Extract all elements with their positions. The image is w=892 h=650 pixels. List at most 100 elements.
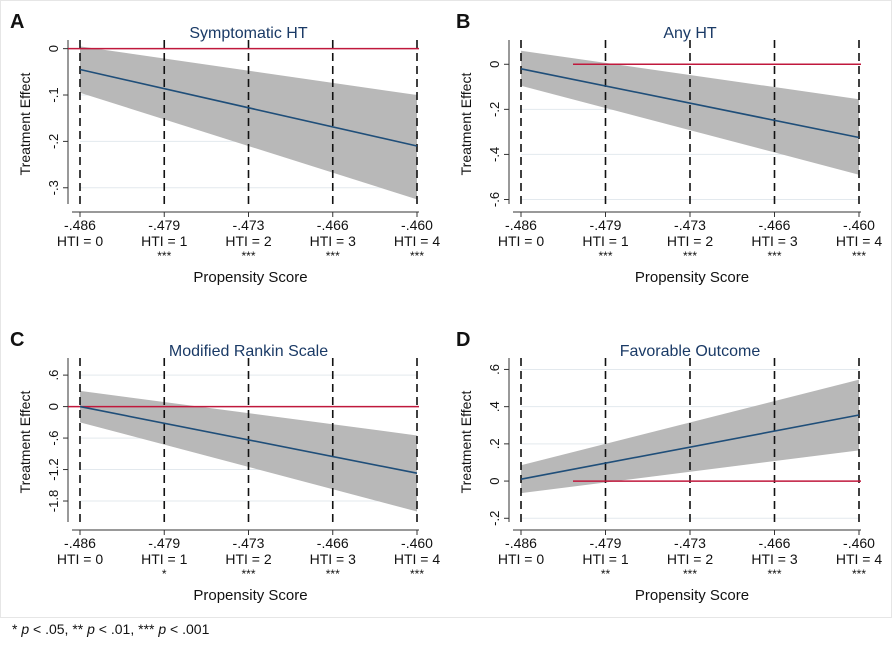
x-tick-sublabel: HTI = 0 xyxy=(57,233,104,249)
x-tick-label: -.479 xyxy=(590,535,622,551)
x-tick-sublabel: HTI = 1 xyxy=(582,233,629,249)
x-tick-sublabel: HTI = 3 xyxy=(751,551,798,567)
panel-letter: A xyxy=(10,11,24,33)
x-tick-label: -.486 xyxy=(64,535,96,551)
x-tick-label: -.479 xyxy=(148,217,180,233)
x-tick-sublabel: HTI = 4 xyxy=(836,233,883,249)
y-tick-label: 0 xyxy=(46,403,61,410)
y-tick-label: -1.2 xyxy=(46,458,61,480)
footnote-threshold-001: < .001 xyxy=(166,621,210,637)
x-tick-sublabel: HTI = 4 xyxy=(394,233,441,249)
significance-marker: *** xyxy=(157,249,171,263)
footnote-p-symbol: p xyxy=(87,621,95,637)
panel-letter: C xyxy=(10,329,24,351)
x-tick-sublabel: HTI = 3 xyxy=(751,233,798,249)
significance-marker: *** xyxy=(410,249,424,263)
x-tick-sublabel: HTI = 0 xyxy=(498,551,545,567)
x-tick-label: -.460 xyxy=(843,535,875,551)
panel-title: Modified Rankin Scale xyxy=(169,343,328,360)
x-tick-sublabel: HTI = 4 xyxy=(394,551,441,567)
y-tick-label: -.2 xyxy=(487,511,502,526)
x-tick-label: -.466 xyxy=(759,217,791,233)
x-tick-label: -.473 xyxy=(674,217,706,233)
x-tick-sublabel: HTI = 1 xyxy=(582,551,629,567)
y-tick-label: 0 xyxy=(487,477,502,484)
x-tick-sublabel: HTI = 4 xyxy=(836,551,883,567)
significance-marker: ** xyxy=(601,567,611,581)
y-tick-label: 0 xyxy=(46,45,61,52)
estimate-line xyxy=(520,68,860,139)
panel-title: Symptomatic HT xyxy=(189,25,307,42)
panel-letter: D xyxy=(456,329,470,351)
x-tick-label: -.479 xyxy=(148,535,180,551)
footnote-lead: * xyxy=(12,621,22,637)
significance-marker: *** xyxy=(683,249,697,263)
x-tick-label: -.460 xyxy=(401,535,433,551)
y-tick-label: -.1 xyxy=(46,87,61,102)
y-tick-label: -.6 xyxy=(487,192,502,207)
significance-marker: *** xyxy=(410,567,424,581)
estimate-line xyxy=(79,68,418,147)
significance-marker: *** xyxy=(326,567,340,581)
figure: A Symptomatic HT 0 -.1 -.2 -.3 Treatment Effec… xyxy=(0,0,892,618)
y-tick-label: -.4 xyxy=(487,147,502,162)
x-axis-label: Propensity Score xyxy=(635,269,749,286)
x-tick-label: -.486 xyxy=(505,535,537,551)
x-tick-sublabel: HTI = 0 xyxy=(57,551,104,567)
y-axis-label: Treatment Effect xyxy=(17,73,33,176)
panel-title: Any HT xyxy=(663,25,717,42)
x-axis-label: Propensity Score xyxy=(193,269,307,286)
significance-footnote: * p < .05, ** p < .01, *** p < .001 xyxy=(12,621,209,637)
significance-marker: * xyxy=(162,567,167,581)
x-tick-label: -.466 xyxy=(317,535,349,551)
x-tick-sublabel: HTI = 2 xyxy=(667,233,714,249)
x-tick-label: -.479 xyxy=(590,217,622,233)
y-tick-label: -.2 xyxy=(487,102,502,117)
y-tick-label: .6 xyxy=(46,370,61,381)
y-tick-label: 0 xyxy=(487,61,502,68)
x-tick-sublabel: HTI = 1 xyxy=(141,233,188,249)
significance-marker: *** xyxy=(767,567,781,581)
x-tick-sublabel: HTI = 2 xyxy=(225,551,272,567)
y-tick-label: .6 xyxy=(487,364,502,375)
x-tick-label: -.486 xyxy=(505,217,537,233)
significance-marker: *** xyxy=(326,249,340,263)
x-tick-label: -.466 xyxy=(317,217,349,233)
x-tick-label: -.460 xyxy=(843,217,875,233)
y-tick-label: .4 xyxy=(487,401,502,412)
x-tick-sublabel: HTI = 3 xyxy=(310,233,357,249)
x-tick-label: -.466 xyxy=(759,535,791,551)
x-tick-label: -.473 xyxy=(233,535,265,551)
significance-marker: *** xyxy=(241,249,255,263)
x-tick-sublabel: HTI = 1 xyxy=(141,551,188,567)
footnote-p-symbol: p xyxy=(158,621,167,637)
significance-marker: *** xyxy=(598,249,612,263)
y-tick-label: -1.8 xyxy=(46,490,61,512)
x-tick-label: -.473 xyxy=(233,217,265,233)
significance-marker: *** xyxy=(767,249,781,263)
significance-marker: *** xyxy=(852,567,866,581)
x-tick-label: -.460 xyxy=(401,217,433,233)
y-tick-label: .2 xyxy=(487,438,502,449)
footnote-threshold-05: < .05, ** xyxy=(29,621,88,637)
chart-panel-d: D Favorable Outcome .6 .4 .2 0 -.2 Treatment Ef… xyxy=(456,329,882,604)
chart-panel-c: C Modified Rankin Scale .6 0 -.6 -1.2 -1.8 Trea… xyxy=(10,329,440,604)
y-tick-label: -.2 xyxy=(46,134,61,149)
x-axis-label: Propensity Score xyxy=(193,587,307,604)
chart-panel-a: A Symptomatic HT 0 -.1 -.2 -.3 Treatment Effec… xyxy=(10,11,440,286)
significance-marker: *** xyxy=(683,567,697,581)
panel-letter: B xyxy=(456,11,470,33)
panel-title: Favorable Outcome xyxy=(620,343,761,360)
x-tick-label: -.473 xyxy=(674,535,706,551)
y-tick-label: -.3 xyxy=(46,180,61,195)
x-tick-label: -.486 xyxy=(64,217,96,233)
x-tick-sublabel: HTI = 2 xyxy=(225,233,272,249)
y-axis-label: Treatment Effect xyxy=(17,391,33,494)
significance-marker: *** xyxy=(852,249,866,263)
x-tick-sublabel: HTI = 3 xyxy=(310,551,357,567)
footnote-threshold-01: < .01, *** xyxy=(94,621,159,637)
estimate-line xyxy=(520,414,860,480)
chart-panel-b: B Any HT 0 -.2 -.4 -.6 Treatment Effect -.486 HT… xyxy=(456,11,882,286)
y-axis-label: Treatment Effect xyxy=(458,73,474,176)
footnote-p-symbol: p xyxy=(21,621,30,637)
